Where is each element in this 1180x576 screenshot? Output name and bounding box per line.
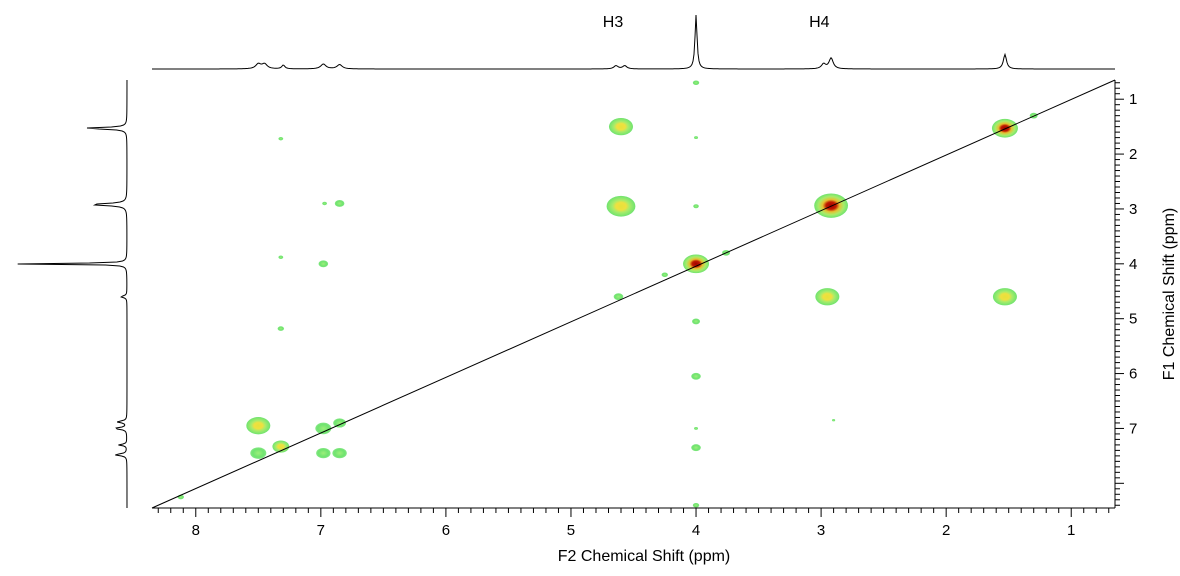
x-tick-label: 2 xyxy=(942,522,950,539)
cross-peak-17 xyxy=(613,293,624,301)
cross-peak-2 xyxy=(991,118,1018,138)
cross-peak-27 xyxy=(692,502,700,508)
x-tick-label: 7 xyxy=(317,522,325,539)
peak-label-h3: H3 xyxy=(603,14,624,31)
cross-peak-29 xyxy=(278,255,284,259)
cross-peaks xyxy=(177,80,1038,508)
cross-peak-3 xyxy=(606,195,636,217)
cross-peak-15 xyxy=(322,201,327,206)
cross-peak-18 xyxy=(661,272,668,278)
x-tick-label: 4 xyxy=(692,522,700,539)
y-tick-label: 6 xyxy=(1129,366,1137,383)
y-tick-label: 5 xyxy=(1129,311,1137,328)
cross-peak-28 xyxy=(278,136,284,141)
cross-peak-26 xyxy=(692,80,700,86)
cross-peak-16 xyxy=(318,260,329,268)
cross-peak-7 xyxy=(246,417,271,435)
cross-peak-12 xyxy=(316,447,331,459)
x-tick-label: 1 xyxy=(1067,522,1075,539)
y-tick-label: 2 xyxy=(1129,146,1137,163)
f1-projection-spectrum xyxy=(17,80,128,508)
cross-peak-22 xyxy=(691,444,701,452)
f1-axis: 1 2 3 4 5 6 7 xyxy=(1114,80,1137,508)
x-tick-label: 8 xyxy=(192,522,200,539)
cross-peak-11 xyxy=(333,418,346,428)
y-tick-label: 4 xyxy=(1129,256,1137,273)
f2-axis: 8 7 6 5 4 3 2 1 xyxy=(152,507,1115,539)
cross-peak-10 xyxy=(315,422,332,435)
x-tick-label: 6 xyxy=(442,522,450,539)
y-tick-label: 1 xyxy=(1129,91,1137,108)
cross-peak-24 xyxy=(694,136,699,140)
cross-peak-21 xyxy=(691,372,701,380)
y-axis-label: F1 Chemical Shift (ppm) xyxy=(1161,208,1178,381)
cross-peak-8 xyxy=(250,447,267,459)
cross-peak-5 xyxy=(815,288,840,306)
peak-label-h4: H4 xyxy=(809,14,830,31)
x-tick-label: 5 xyxy=(567,522,575,539)
cross-peak-23 xyxy=(693,204,699,209)
cross-peak-4 xyxy=(608,118,633,136)
cross-peak-13 xyxy=(332,447,347,459)
peak-labels: H3 H4 xyxy=(603,14,830,31)
cross-peak-9 xyxy=(272,440,290,453)
x-tick-label: 3 xyxy=(817,522,825,539)
y-tick-label: 3 xyxy=(1129,201,1137,218)
diagonal-line xyxy=(151,79,1116,509)
cross-peak-0 xyxy=(683,254,710,274)
cross-peak-30 xyxy=(277,326,285,331)
cross-peak-33 xyxy=(832,419,836,422)
cross-peak-14 xyxy=(334,200,345,207)
cross-peak-20 xyxy=(692,318,701,325)
cross-peak-25 xyxy=(694,426,699,430)
x-axis-label: F2 Chemical Shift (ppm) xyxy=(558,548,731,565)
cross-peak-6 xyxy=(992,288,1017,306)
f2-projection-spectrum xyxy=(152,14,1115,70)
y-tick-label: 7 xyxy=(1129,420,1137,437)
